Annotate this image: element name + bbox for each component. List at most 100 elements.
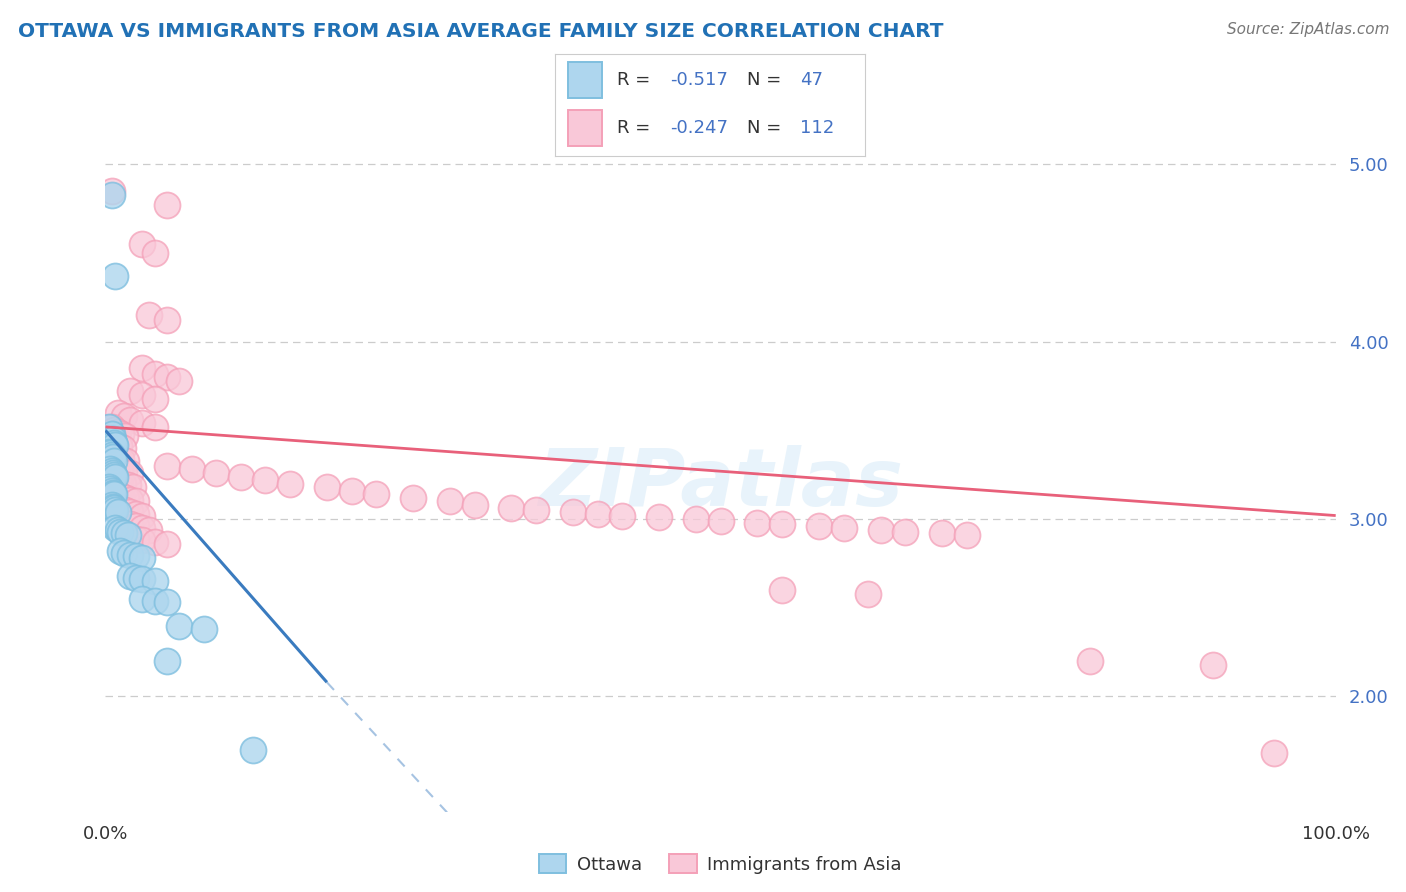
Text: -0.247: -0.247 xyxy=(669,119,728,136)
Point xyxy=(1078,654,1101,668)
Point xyxy=(100,187,122,202)
Point xyxy=(586,507,609,521)
Point xyxy=(100,420,122,434)
Point xyxy=(315,480,337,494)
Point xyxy=(869,523,891,537)
Point xyxy=(108,475,131,489)
Point xyxy=(1263,746,1285,760)
Point xyxy=(117,528,139,542)
Point xyxy=(143,535,166,549)
Point xyxy=(111,441,134,455)
Point xyxy=(648,510,671,524)
Point xyxy=(138,308,160,322)
Point xyxy=(131,388,153,402)
Point xyxy=(104,503,127,517)
Point xyxy=(105,460,128,475)
Point xyxy=(110,501,132,516)
Point xyxy=(98,482,122,496)
Point xyxy=(229,469,252,483)
Point xyxy=(101,466,124,480)
Text: -0.517: -0.517 xyxy=(669,70,728,88)
Point xyxy=(120,466,141,480)
Point xyxy=(366,487,388,501)
Point xyxy=(100,446,122,460)
Point xyxy=(98,446,122,460)
Point xyxy=(402,491,425,505)
Point xyxy=(104,521,127,535)
Point xyxy=(340,483,363,498)
Point xyxy=(101,432,124,446)
Point xyxy=(115,453,138,467)
Point xyxy=(131,533,153,548)
Point xyxy=(98,434,122,448)
Text: Source: ZipAtlas.com: Source: ZipAtlas.com xyxy=(1226,22,1389,37)
Point xyxy=(120,384,141,399)
Text: OTTAWA VS IMMIGRANTS FROM ASIA AVERAGE FAMILY SIZE CORRELATION CHART: OTTAWA VS IMMIGRANTS FROM ASIA AVERAGE F… xyxy=(18,22,943,41)
Point xyxy=(120,413,141,427)
Point xyxy=(110,427,132,442)
Point xyxy=(685,512,707,526)
Point xyxy=(131,573,153,587)
Point xyxy=(242,742,264,756)
Point xyxy=(464,498,486,512)
Point xyxy=(131,551,153,566)
Point xyxy=(107,523,129,537)
Point xyxy=(104,437,127,451)
Point xyxy=(101,485,124,500)
Point xyxy=(107,505,129,519)
Point xyxy=(120,505,141,519)
Point xyxy=(524,503,547,517)
Point xyxy=(832,521,855,535)
Point xyxy=(117,478,139,492)
Point xyxy=(110,524,132,539)
Point xyxy=(858,586,880,600)
Point xyxy=(120,548,141,562)
Point xyxy=(125,519,148,533)
Point xyxy=(110,451,132,466)
Point xyxy=(108,439,131,453)
Point xyxy=(143,574,166,589)
Point xyxy=(205,466,228,480)
FancyBboxPatch shape xyxy=(568,62,602,97)
Point xyxy=(103,467,125,482)
Point xyxy=(131,508,153,523)
Point xyxy=(125,507,148,521)
Point xyxy=(100,184,122,198)
Point xyxy=(156,370,179,384)
Point xyxy=(710,514,733,528)
Point xyxy=(131,591,153,606)
Point xyxy=(807,519,830,533)
Point xyxy=(125,571,148,585)
FancyBboxPatch shape xyxy=(568,110,602,145)
Point xyxy=(1201,657,1223,672)
Point xyxy=(112,516,135,530)
Point xyxy=(101,435,124,450)
Point xyxy=(98,444,121,458)
Text: N =: N = xyxy=(747,119,782,136)
Point xyxy=(100,498,122,512)
Point xyxy=(121,480,143,494)
Point xyxy=(111,476,134,491)
Point xyxy=(747,516,769,530)
Point xyxy=(120,492,141,507)
Text: 112: 112 xyxy=(800,119,834,136)
Point xyxy=(120,530,141,544)
Point xyxy=(103,448,125,462)
Legend: Ottawa, Immigrants from Asia: Ottawa, Immigrants from Asia xyxy=(531,847,910,881)
Point xyxy=(439,494,461,508)
Point xyxy=(138,523,160,537)
Point xyxy=(956,528,979,542)
Point xyxy=(98,462,122,476)
Point xyxy=(143,420,166,434)
Point xyxy=(931,526,953,541)
Point xyxy=(156,458,179,473)
Point xyxy=(101,500,124,514)
Point xyxy=(156,537,179,551)
Point xyxy=(100,448,122,462)
Point xyxy=(103,453,125,467)
Point xyxy=(156,198,179,212)
Point xyxy=(131,417,153,431)
Point xyxy=(104,437,127,451)
Point xyxy=(562,505,585,519)
Point xyxy=(156,313,179,327)
